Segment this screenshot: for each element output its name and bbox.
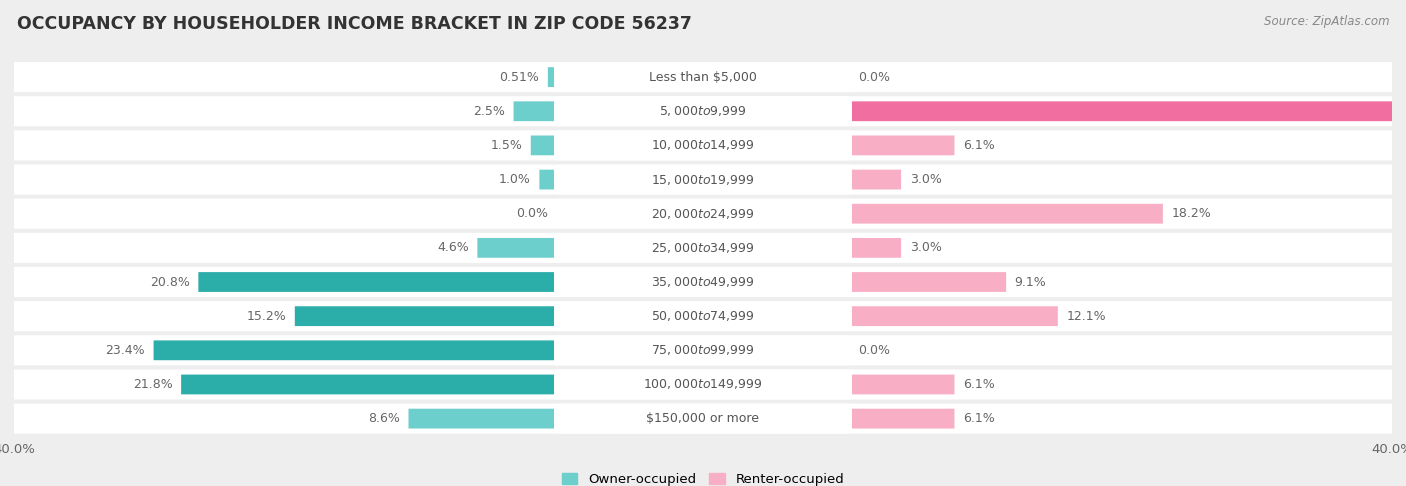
Text: $20,000 to $24,999: $20,000 to $24,999 — [651, 207, 755, 221]
Text: 3.0%: 3.0% — [910, 242, 942, 254]
FancyBboxPatch shape — [0, 199, 1406, 229]
FancyBboxPatch shape — [849, 238, 901, 258]
FancyBboxPatch shape — [554, 130, 852, 160]
Text: $50,000 to $74,999: $50,000 to $74,999 — [651, 309, 755, 323]
Text: $35,000 to $49,999: $35,000 to $49,999 — [651, 275, 755, 289]
FancyBboxPatch shape — [554, 403, 852, 434]
FancyBboxPatch shape — [554, 62, 852, 92]
FancyBboxPatch shape — [198, 272, 557, 292]
FancyBboxPatch shape — [849, 170, 901, 190]
Text: Less than $5,000: Less than $5,000 — [650, 70, 756, 84]
FancyBboxPatch shape — [409, 409, 557, 429]
FancyBboxPatch shape — [0, 301, 1406, 331]
FancyBboxPatch shape — [478, 238, 557, 258]
Text: $10,000 to $14,999: $10,000 to $14,999 — [651, 139, 755, 153]
FancyBboxPatch shape — [0, 130, 1406, 160]
FancyBboxPatch shape — [0, 62, 1406, 92]
FancyBboxPatch shape — [153, 340, 557, 360]
FancyBboxPatch shape — [849, 102, 1406, 121]
Text: 21.8%: 21.8% — [132, 378, 173, 391]
FancyBboxPatch shape — [0, 165, 1406, 194]
Text: 18.2%: 18.2% — [1171, 207, 1211, 220]
Text: $75,000 to $99,999: $75,000 to $99,999 — [651, 343, 755, 357]
FancyBboxPatch shape — [849, 375, 955, 394]
FancyBboxPatch shape — [0, 369, 1406, 399]
FancyBboxPatch shape — [554, 96, 852, 126]
FancyBboxPatch shape — [849, 204, 1163, 224]
Text: 20.8%: 20.8% — [150, 276, 190, 289]
Text: 12.1%: 12.1% — [1066, 310, 1107, 323]
Text: 0.0%: 0.0% — [516, 207, 548, 220]
Text: 4.6%: 4.6% — [437, 242, 468, 254]
FancyBboxPatch shape — [0, 96, 1406, 126]
Text: 0.0%: 0.0% — [858, 344, 890, 357]
Text: $25,000 to $34,999: $25,000 to $34,999 — [651, 241, 755, 255]
Text: 15.2%: 15.2% — [246, 310, 287, 323]
FancyBboxPatch shape — [181, 375, 557, 394]
FancyBboxPatch shape — [554, 267, 852, 297]
Text: $15,000 to $19,999: $15,000 to $19,999 — [651, 173, 755, 187]
FancyBboxPatch shape — [554, 165, 852, 194]
Text: OCCUPANCY BY HOUSEHOLDER INCOME BRACKET IN ZIP CODE 56237: OCCUPANCY BY HOUSEHOLDER INCOME BRACKET … — [17, 15, 692, 33]
FancyBboxPatch shape — [295, 306, 557, 326]
Text: Source: ZipAtlas.com: Source: ZipAtlas.com — [1264, 15, 1389, 28]
FancyBboxPatch shape — [554, 199, 852, 229]
FancyBboxPatch shape — [0, 267, 1406, 297]
FancyBboxPatch shape — [0, 403, 1406, 434]
Text: 23.4%: 23.4% — [105, 344, 145, 357]
Text: 0.51%: 0.51% — [499, 70, 540, 84]
Text: $100,000 to $149,999: $100,000 to $149,999 — [644, 378, 762, 391]
FancyBboxPatch shape — [548, 67, 557, 87]
Text: 2.5%: 2.5% — [472, 105, 505, 118]
FancyBboxPatch shape — [849, 136, 955, 156]
FancyBboxPatch shape — [554, 369, 852, 399]
FancyBboxPatch shape — [0, 233, 1406, 263]
Text: 3.0%: 3.0% — [910, 173, 942, 186]
Text: 6.1%: 6.1% — [963, 139, 995, 152]
FancyBboxPatch shape — [513, 102, 557, 121]
FancyBboxPatch shape — [554, 335, 852, 365]
Text: 0.0%: 0.0% — [858, 70, 890, 84]
Text: 1.0%: 1.0% — [499, 173, 531, 186]
FancyBboxPatch shape — [531, 136, 557, 156]
Text: 8.6%: 8.6% — [368, 412, 399, 425]
Text: 6.1%: 6.1% — [963, 412, 995, 425]
Text: 6.1%: 6.1% — [963, 378, 995, 391]
FancyBboxPatch shape — [554, 301, 852, 331]
Text: 9.1%: 9.1% — [1015, 276, 1046, 289]
Legend: Owner-occupied, Renter-occupied: Owner-occupied, Renter-occupied — [557, 468, 849, 486]
FancyBboxPatch shape — [849, 409, 955, 429]
Text: $150,000 or more: $150,000 or more — [647, 412, 759, 425]
FancyBboxPatch shape — [0, 335, 1406, 365]
FancyBboxPatch shape — [849, 306, 1057, 326]
FancyBboxPatch shape — [849, 272, 1007, 292]
FancyBboxPatch shape — [554, 233, 852, 263]
Text: $5,000 to $9,999: $5,000 to $9,999 — [659, 104, 747, 118]
Text: 1.5%: 1.5% — [491, 139, 522, 152]
FancyBboxPatch shape — [540, 170, 557, 190]
